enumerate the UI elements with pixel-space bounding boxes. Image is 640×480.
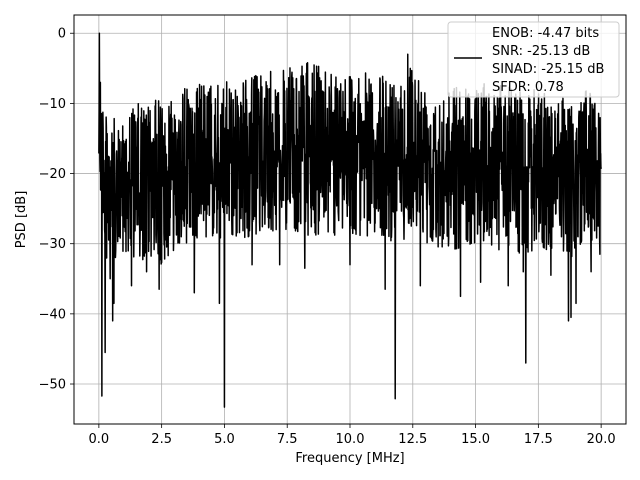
y-axis-label: PSD [dB]	[14, 191, 29, 249]
x-axis-ticks: 0.0 2.5 5.0 7.5 10.0 12.5 15.0 17.5 20.0	[89, 424, 616, 447]
x-tick-label: 2.5	[151, 432, 172, 447]
x-tick-label: 17.5	[524, 432, 553, 447]
y-tick-label: −10	[39, 97, 66, 112]
y-axis-ticks: 0 −10 −20 −30 −40 −50	[39, 27, 74, 393]
x-tick-label: 5.0	[214, 432, 235, 447]
y-tick-label: −40	[39, 307, 66, 322]
x-tick-label: 10.0	[336, 432, 365, 447]
y-tick-label: −20	[39, 167, 66, 182]
y-tick-label: −50	[39, 378, 66, 393]
x-tick-label: 15.0	[461, 432, 490, 447]
legend: ENOB: -4.47 bits SNR: -25.13 dB SINAD: -…	[447, 21, 620, 98]
x-tick-label: 12.5	[398, 432, 427, 447]
legend-enob: ENOB: -4.47 bits	[492, 26, 599, 41]
x-tick-label: 20.0	[587, 432, 616, 447]
x-tick-label: 7.5	[277, 432, 298, 447]
x-tick-label: 0.0	[89, 432, 110, 447]
legend-sinad: SINAD: -25.15 dB	[492, 62, 604, 77]
y-tick-label: 0	[58, 27, 66, 42]
legend-sfdr: SFDR: 0.78	[492, 80, 564, 95]
y-tick-label: −30	[39, 237, 66, 252]
x-axis-label: Frequency [MHz]	[295, 451, 404, 466]
psd-series-line	[98, 32, 602, 408]
legend-box	[447, 21, 620, 98]
legend-snr: SNR: -25.13 dB	[492, 44, 590, 59]
plot-area	[98, 32, 602, 408]
